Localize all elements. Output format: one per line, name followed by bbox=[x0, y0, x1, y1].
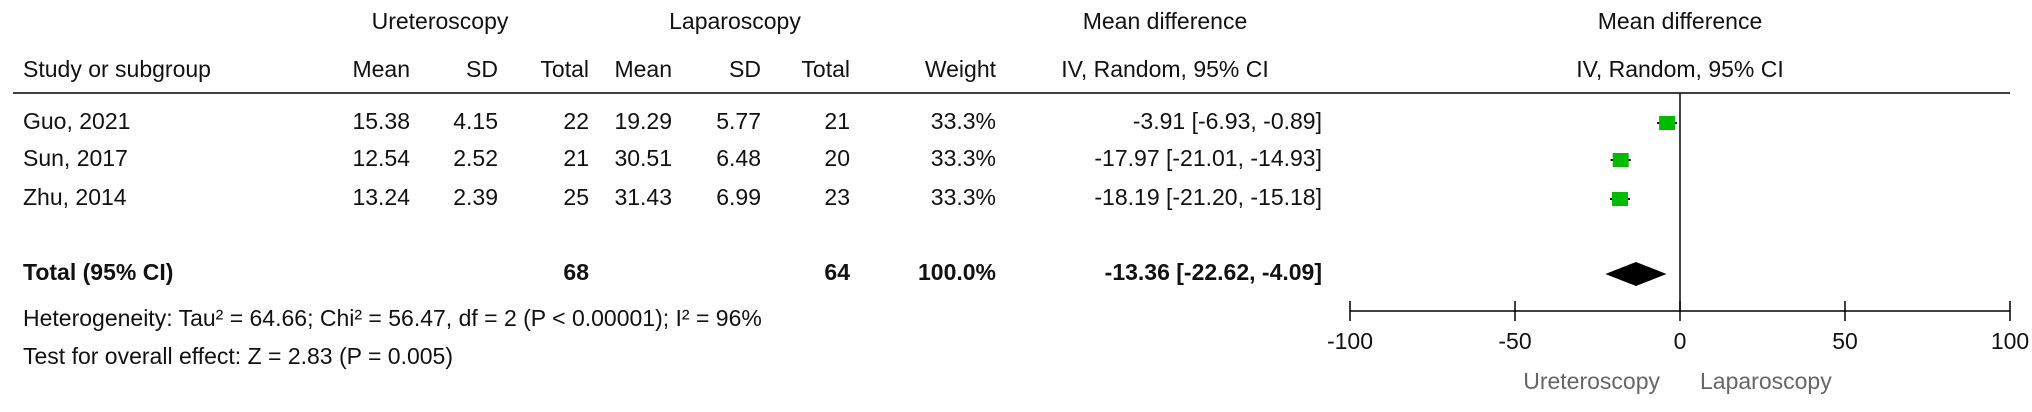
x-tick-label: 50 bbox=[1832, 328, 1858, 354]
column-header: Mean bbox=[352, 56, 410, 82]
favours-left: Ureteroscopy bbox=[1523, 368, 1660, 394]
table-cell: 13.24 bbox=[352, 184, 410, 210]
table-cell: 25 bbox=[563, 184, 589, 210]
x-tick-label: -100 bbox=[1327, 328, 1373, 354]
table-cell: 33.3% bbox=[931, 184, 996, 210]
table-cell: 20 bbox=[824, 145, 850, 171]
table-cell: 2.39 bbox=[453, 184, 498, 210]
total-diamond bbox=[1605, 262, 1667, 286]
column-header: IV, Random, 95% CI bbox=[1061, 56, 1269, 82]
effect-marker bbox=[1611, 192, 1628, 206]
total-cell: 68 bbox=[563, 259, 589, 285]
column-header: Total bbox=[540, 56, 589, 82]
table-cell: 33.3% bbox=[931, 145, 996, 171]
group-header: Mean difference bbox=[1083, 8, 1248, 34]
effect-label: -17.97 [-21.01, -14.93] bbox=[1094, 145, 1322, 171]
table-cell: 2.52 bbox=[453, 145, 498, 171]
table-cell: 33.3% bbox=[931, 108, 996, 134]
group-header: Ureteroscopy bbox=[372, 8, 509, 34]
total-cell: 64 bbox=[824, 259, 850, 285]
effect-label: -18.19 [-21.20, -15.18] bbox=[1094, 184, 1322, 210]
column-header: Study or subgroup bbox=[23, 56, 211, 82]
study-name: Zhu, 2014 bbox=[23, 184, 127, 210]
table-cell: 21 bbox=[824, 108, 850, 134]
table-cell: 19.29 bbox=[614, 108, 672, 134]
table-cell: 6.99 bbox=[716, 184, 761, 210]
effect-label: -3.91 [-6.93, -0.89] bbox=[1133, 108, 1322, 134]
total-label: Total (95% CI) bbox=[23, 259, 173, 285]
total-cell: 100.0% bbox=[918, 259, 996, 285]
effect-marker bbox=[1612, 153, 1629, 167]
x-tick-label: -50 bbox=[1498, 328, 1531, 354]
table-cell: 30.51 bbox=[614, 145, 672, 171]
column-header: Mean bbox=[614, 56, 672, 82]
plot-title: Mean difference bbox=[1598, 8, 1763, 34]
table-cell: 15.38 bbox=[352, 108, 410, 134]
group-header: Laparoscopy bbox=[669, 8, 801, 34]
heterogeneity: Heterogeneity: Tau² = 64.66; Chi² = 56.4… bbox=[23, 305, 762, 331]
table-cell: 22 bbox=[563, 108, 589, 134]
table-cell: 12.54 bbox=[352, 145, 410, 171]
column-header: SD bbox=[729, 56, 761, 82]
table-cell: 5.77 bbox=[716, 108, 761, 134]
study-name: Sun, 2017 bbox=[23, 145, 128, 171]
plot-subtitle: IV, Random, 95% CI bbox=[1576, 56, 1784, 82]
table-cell: 4.15 bbox=[453, 108, 498, 134]
favours-right: Laparoscopy bbox=[1700, 368, 1832, 394]
total-effect-label: -13.36 [-22.62, -4.09] bbox=[1105, 259, 1322, 285]
column-header: SD bbox=[466, 56, 498, 82]
column-header: Weight bbox=[925, 56, 997, 82]
x-tick-label: 100 bbox=[1991, 328, 2029, 354]
table-cell: 21 bbox=[563, 145, 589, 171]
table-cell: 23 bbox=[824, 184, 850, 210]
table-cell: 31.43 bbox=[614, 184, 672, 210]
overall-effect: Test for overall effect: Z = 2.83 (P = 0… bbox=[23, 343, 453, 369]
table-cell: 6.48 bbox=[716, 145, 761, 171]
effect-marker bbox=[1659, 116, 1676, 130]
study-name: Guo, 2021 bbox=[23, 108, 130, 134]
column-header: Total bbox=[801, 56, 850, 82]
x-tick-label: 0 bbox=[1674, 328, 1687, 354]
